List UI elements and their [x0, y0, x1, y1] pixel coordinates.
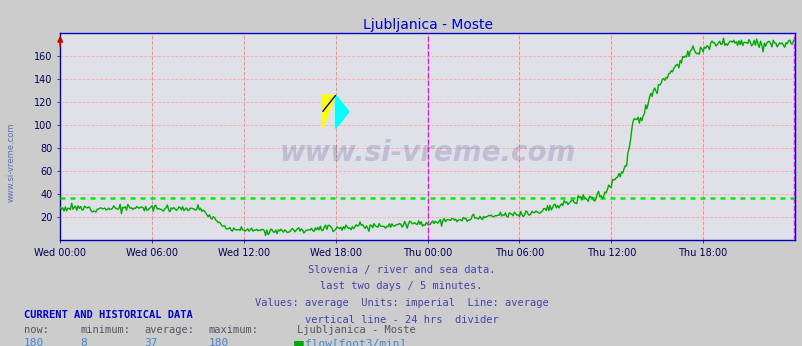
Text: www.si-vreme.com: www.si-vreme.com	[6, 123, 15, 202]
Text: Slovenia / river and sea data.: Slovenia / river and sea data.	[307, 265, 495, 275]
Text: CURRENT AND HISTORICAL DATA: CURRENT AND HISTORICAL DATA	[24, 310, 192, 320]
Text: now:: now:	[24, 325, 49, 335]
Text: 37: 37	[144, 338, 158, 346]
Text: maximum:: maximum:	[209, 325, 258, 335]
Polygon shape	[335, 95, 349, 128]
Text: flow[foot3/min]: flow[foot3/min]	[305, 338, 406, 346]
Polygon shape	[322, 95, 335, 128]
Text: 180: 180	[209, 338, 229, 346]
Text: average:: average:	[144, 325, 194, 335]
Text: Values: average  Units: imperial  Line: average: Values: average Units: imperial Line: av…	[254, 298, 548, 308]
Text: 180: 180	[24, 338, 44, 346]
Text: minimum:: minimum:	[80, 325, 130, 335]
Text: www.si-vreme.com: www.si-vreme.com	[279, 139, 575, 167]
Text: last two days / 5 minutes.: last two days / 5 minutes.	[320, 281, 482, 291]
Polygon shape	[322, 95, 335, 112]
Text: 8: 8	[80, 338, 87, 346]
Text: vertical line - 24 hrs  divider: vertical line - 24 hrs divider	[304, 315, 498, 325]
Title: Ljubljanica - Moste: Ljubljanica - Moste	[363, 18, 492, 32]
Text: ■: ■	[293, 338, 305, 346]
Text: Ljubljanica - Moste: Ljubljanica - Moste	[297, 325, 415, 335]
